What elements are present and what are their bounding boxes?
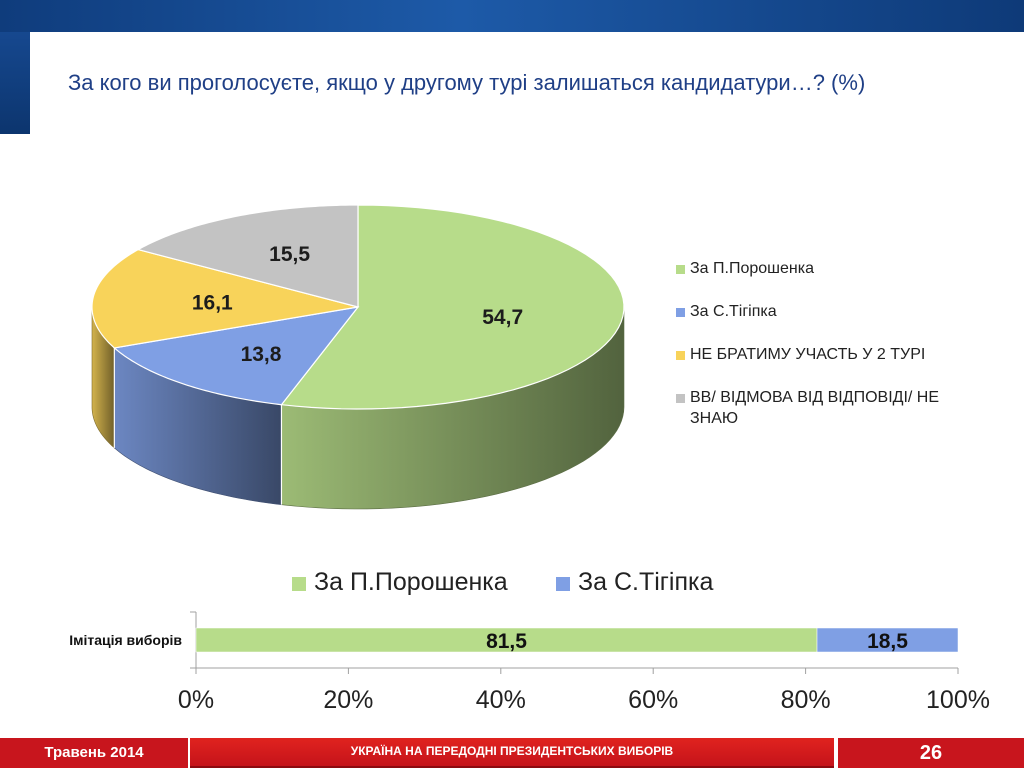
pie-slice-2 [91, 248, 359, 349]
pie-slice-1 [112, 306, 360, 406]
bar-legend-swatch-tigipko [556, 577, 570, 591]
bar-data-label-0: 81,5 [486, 630, 527, 653]
bar-data-label-1: 18,5 [867, 630, 908, 653]
slide-title: За кого ви проголосуєте, якщо у другому … [68, 70, 866, 95]
pie-data-label-2: 16,1 [192, 291, 233, 314]
pie-chart: 54,7 13,8 16,1 15,5 [91, 204, 625, 510]
footer-title: УКРАЇНА НА ПЕРЕДОДНІ ПРЕЗИДЕНТСЬКИХ ВИБО… [190, 738, 834, 768]
pie-legend-item-not-participate: НЕ БРАТИМУ УЧАСТЬ У 2 ТУРІ [672, 344, 992, 365]
pie-slice-3 [136, 204, 359, 308]
footer-page-number: 26 [838, 738, 1024, 768]
bar-x-tick-label: 60% [628, 686, 678, 714]
legend-label-not-participate: НЕ БРАТИМУ УЧАСТЬ У 2 ТУРІ [690, 346, 926, 363]
legend-label-tigipko: За С.Тігіпка [690, 303, 777, 320]
bar-legend-label-tigipko: За С.Тігіпка [578, 568, 714, 596]
pie-labels: 54,7 13,8 16,1 15,5 [192, 243, 523, 366]
pie-data-label-3: 15,5 [269, 243, 310, 266]
legend-swatch-dont-know [676, 394, 685, 403]
header-band [0, 0, 1024, 32]
bar-segment-0 [195, 627, 818, 653]
footer-date: Травень 2014 [0, 738, 188, 768]
pie-legend: За П.Порошенка За С.Тігіпка НЕ БРАТИМУ У… [672, 258, 992, 451]
legend-swatch-tigipko [676, 308, 685, 317]
bar-x-tick-label: 100% [926, 686, 990, 714]
bar-legend-swatch-poroshenko [292, 577, 306, 591]
legend-swatch-not-participate [676, 351, 685, 360]
legend-label-dont-know: ВВ/ ВІДМОВА ВІД ВІДПОВІДІ/ НЕ ЗНАЮ [690, 389, 940, 427]
bar-x-tick-label: 0% [178, 686, 214, 714]
pie-legend-item-poroshenko: За П.Порошенка [672, 258, 992, 279]
pie-top-faces [91, 204, 625, 410]
pie-legend-item-dont-know: ВВ/ ВІДМОВА ВІД ВІДПОВІДІ/ НЕ ЗНАЮ [672, 387, 992, 429]
bar-x-tick-label: 80% [781, 686, 831, 714]
bar-category-label: Імітація виборів [69, 632, 182, 648]
bar-x-tick-label: 20% [323, 686, 373, 714]
legend-label-poroshenko: За П.Порошенка [690, 260, 814, 277]
header-accent-block [0, 32, 30, 134]
bar-segment-1 [816, 627, 959, 653]
pie-data-label-1: 13,8 [241, 343, 282, 366]
bar-x-tick-label: 40% [476, 686, 526, 714]
pie-legend-item-tigipko: За С.Тігіпка [672, 301, 992, 322]
pie-slice-0 [280, 204, 625, 410]
pie-data-label-0: 54,7 [482, 306, 523, 329]
legend-swatch-poroshenko [676, 265, 685, 274]
bar-legend-label-poroshenko: За П.Порошенка [314, 568, 508, 596]
